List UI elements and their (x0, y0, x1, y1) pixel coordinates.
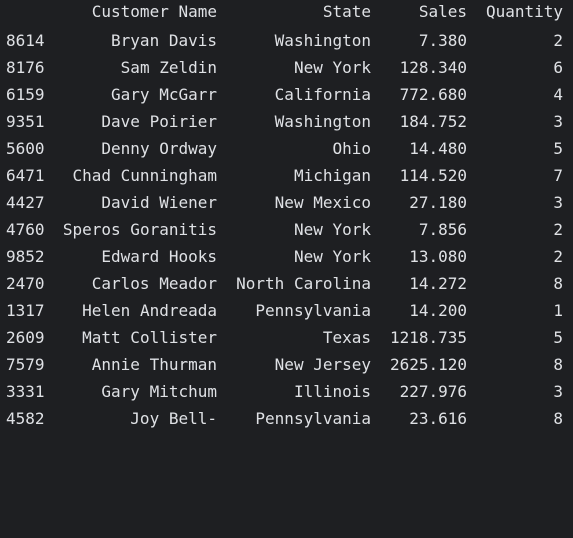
row-index: 7579 (6, 355, 45, 374)
state-cell: North Carolina (236, 274, 371, 293)
table-row: 5600 Denny Ordway Ohio 14.480 5 (0, 135, 573, 162)
sales-cell: 13.080 (409, 247, 467, 266)
customer-name-cell: Helen Andreada (82, 301, 217, 320)
quantity-cell: 3 (553, 112, 563, 131)
row-index: 6159 (6, 85, 45, 104)
sales-cell: 23.616 (409, 409, 467, 428)
quantity-cell: 8 (553, 409, 563, 428)
row-index: 2609 (6, 328, 45, 347)
table-row: 7579 Annie Thurman New Jersey 2625.120 8 (0, 351, 573, 378)
customer-name-cell: Annie Thurman (91, 355, 217, 374)
sales-cell: 14.480 (409, 139, 467, 158)
state-cell: Texas (322, 328, 371, 347)
column-header-state: State (322, 2, 371, 21)
table-row: 9351 Dave Poirier Washington 184.752 3 (0, 108, 573, 135)
quantity-cell: 3 (553, 382, 563, 401)
state-cell: New York (293, 247, 371, 266)
customer-name-cell: Gary Mitchum (101, 382, 217, 401)
quantity-cell: 5 (553, 328, 563, 347)
customer-name-cell: Chad Cunningham (72, 166, 218, 185)
table-row: 1317 Helen Andreada Pennsylvania 14.200 … (0, 297, 573, 324)
customer-name-cell: Carlos Meador (91, 274, 217, 293)
sales-cell: 7.380 (418, 31, 467, 50)
sales-cell: 772.680 (399, 85, 467, 104)
row-index: 6471 (6, 166, 45, 185)
row-index: 2470 (6, 274, 45, 293)
customer-name-cell: David Wiener (101, 193, 217, 212)
row-index: 8614 (6, 31, 45, 50)
state-cell: New York (293, 220, 371, 239)
state-cell: Washington (274, 112, 371, 131)
state-cell: Michigan (293, 166, 371, 185)
state-cell: Illinois (293, 382, 371, 401)
state-cell: New York (293, 58, 371, 77)
sales-cell: 7.856 (418, 220, 467, 239)
state-cell: Washington (274, 31, 371, 50)
sales-cell: 227.976 (399, 382, 467, 401)
quantity-cell: 5 (553, 139, 563, 158)
column-header-quantity: Quantity (485, 2, 563, 21)
customer-name-cell: Sam Zeldin (120, 58, 217, 77)
table-row: 3331 Gary Mitchum Illinois 227.976 3 (0, 378, 573, 405)
quantity-cell: 1 (553, 301, 563, 320)
table-row: 4427 David Wiener New Mexico 27.180 3 (0, 189, 573, 216)
quantity-cell: 6 (553, 58, 563, 77)
table-row: 9852 Edward Hooks New York 13.080 2 (0, 243, 573, 270)
sales-cell: 1218.735 (389, 328, 467, 347)
table-row: 8614 Bryan Davis Washington 7.380 2 (0, 27, 573, 54)
row-index: 9852 (6, 247, 45, 266)
sales-cell: 2625.120 (389, 355, 467, 374)
row-index: 8176 (6, 58, 45, 77)
customer-name-cell: Edward Hooks (101, 247, 217, 266)
quantity-cell: 8 (553, 355, 563, 374)
customer-name-cell: Joy Bell- (130, 409, 217, 428)
table-row: 4582 Joy Bell- Pennsylvania 23.616 8 (0, 405, 573, 432)
quantity-cell: 2 (553, 220, 563, 239)
column-header-sales: Sales (418, 2, 467, 21)
state-cell: New Jersey (274, 355, 371, 374)
row-index: 9351 (6, 112, 45, 131)
column-header-customer-name: Customer Name (91, 2, 217, 21)
quantity-cell: 2 (553, 31, 563, 50)
quantity-cell: 8 (553, 274, 563, 293)
table-row: 6471 Chad Cunningham Michigan 114.520 7 (0, 162, 573, 189)
customer-name-cell: Bryan Davis (111, 31, 217, 50)
sales-cell: 27.180 (409, 193, 467, 212)
customer-name-cell: Speros Goranitis (62, 220, 217, 239)
row-index: 3331 (6, 382, 45, 401)
customer-name-cell: Matt Collister (82, 328, 217, 347)
quantity-cell: 4 (553, 85, 563, 104)
quantity-cell: 7 (553, 166, 563, 185)
table-row: 6159 Gary McGarr California 772.680 4 (0, 81, 573, 108)
customer-name-cell: Gary McGarr (111, 85, 217, 104)
quantity-cell: 3 (553, 193, 563, 212)
customer-name-cell: Denny Ordway (101, 139, 217, 158)
sales-cell: 184.752 (399, 112, 467, 131)
row-index: 1317 (6, 301, 45, 320)
state-cell: California (274, 85, 371, 104)
row-index: 5600 (6, 139, 45, 158)
table-row: 2609 Matt Collister Texas 1218.735 5 (0, 324, 573, 351)
row-index: 4427 (6, 193, 45, 212)
state-cell: Pennsylvania (255, 409, 371, 428)
table-row: 4760 Speros Goranitis New York 7.856 2 (0, 216, 573, 243)
state-cell: New Mexico (274, 193, 371, 212)
sales-cell: 14.272 (409, 274, 467, 293)
sales-cell: 14.200 (409, 301, 467, 320)
sales-cell: 128.340 (399, 58, 467, 77)
state-cell: Ohio (332, 139, 371, 158)
state-cell: Pennsylvania (255, 301, 371, 320)
sales-cell: 114.520 (399, 166, 467, 185)
table-row: 2470 Carlos Meador North Carolina 14.272… (0, 270, 573, 297)
row-index: 4582 (6, 409, 45, 428)
dataframe-output: Customer Name State Sales Quantity 8614 … (0, 0, 573, 432)
table-row: 8176 Sam Zeldin New York 128.340 6 (0, 54, 573, 81)
header-row: Customer Name State Sales Quantity (0, 0, 573, 25)
customer-name-cell: Dave Poirier (101, 112, 217, 131)
row-index: 4760 (6, 220, 45, 239)
quantity-cell: 2 (553, 247, 563, 266)
